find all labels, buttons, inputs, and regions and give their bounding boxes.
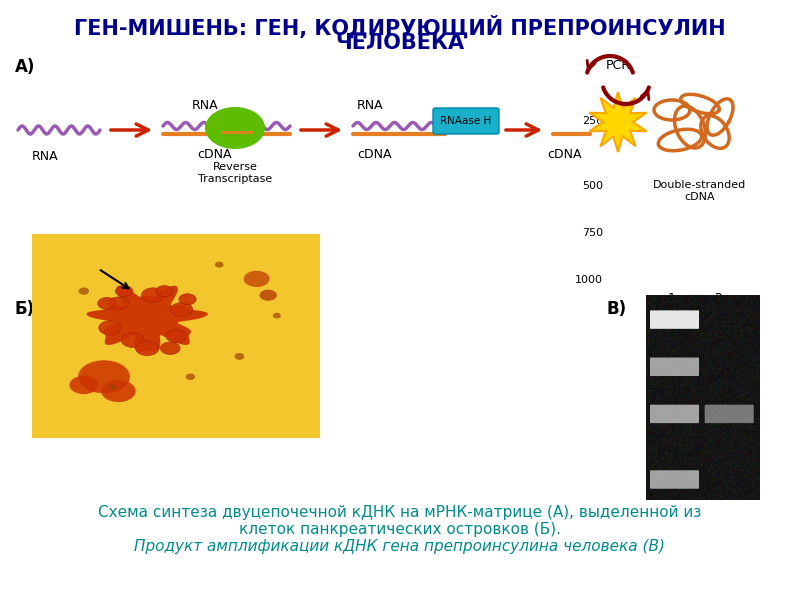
Text: RNA: RNA <box>357 99 383 112</box>
Text: Reverse
Transcriptase: Reverse Transcriptase <box>198 162 272 184</box>
Ellipse shape <box>259 290 277 301</box>
Text: cDNA: cDNA <box>198 148 232 161</box>
Ellipse shape <box>78 360 130 394</box>
Text: Схема синтеза двуцепочечной кДНК на мРНК-матрице (А), выделенной из: Схема синтеза двуцепочечной кДНК на мРНК… <box>98 505 702 520</box>
Text: 500: 500 <box>582 181 603 191</box>
Text: PCR: PCR <box>606 59 630 72</box>
Ellipse shape <box>244 271 270 287</box>
Polygon shape <box>86 286 208 352</box>
Ellipse shape <box>122 333 144 347</box>
Text: В): В) <box>607 300 627 318</box>
FancyBboxPatch shape <box>433 108 499 134</box>
Text: RNA: RNA <box>32 150 58 163</box>
Ellipse shape <box>101 380 136 402</box>
Ellipse shape <box>136 341 158 356</box>
Ellipse shape <box>115 286 133 296</box>
FancyBboxPatch shape <box>705 404 754 423</box>
Ellipse shape <box>234 353 244 360</box>
Text: 1: 1 <box>668 292 676 305</box>
FancyBboxPatch shape <box>650 404 699 423</box>
FancyBboxPatch shape <box>650 310 699 329</box>
Text: А): А) <box>15 58 35 76</box>
Ellipse shape <box>108 384 117 390</box>
Ellipse shape <box>108 297 129 310</box>
FancyBboxPatch shape <box>650 470 699 489</box>
Ellipse shape <box>215 262 223 268</box>
Ellipse shape <box>273 313 281 319</box>
Ellipse shape <box>98 298 116 309</box>
Text: 250: 250 <box>582 115 603 125</box>
Ellipse shape <box>166 329 186 343</box>
Text: Продукт амплификации кДНК гена препроинсулина человека (В): Продукт амплификации кДНК гена препроинс… <box>134 539 666 554</box>
Ellipse shape <box>99 321 121 335</box>
Ellipse shape <box>161 342 180 355</box>
Text: Double-stranded
cDNA: Double-stranded cDNA <box>654 180 746 202</box>
Ellipse shape <box>78 287 89 295</box>
FancyBboxPatch shape <box>650 358 699 376</box>
Polygon shape <box>590 92 646 152</box>
Text: ГЕН-МИШЕНЬ: ГЕН, КОДИРУЮЩИЙ ПРЕПРОИНСУЛИН: ГЕН-МИШЕНЬ: ГЕН, КОДИРУЮЩИЙ ПРЕПРОИНСУЛИ… <box>74 15 726 38</box>
Ellipse shape <box>171 302 193 316</box>
Text: RNAase H: RNAase H <box>440 116 492 126</box>
Text: клеток панкреатических островков (Б).: клеток панкреатических островков (Б). <box>239 522 561 537</box>
Text: 2: 2 <box>714 292 722 305</box>
Text: 1000: 1000 <box>575 275 603 286</box>
Text: cDNA: cDNA <box>548 148 582 161</box>
Ellipse shape <box>156 286 173 296</box>
Text: RNA: RNA <box>192 99 218 112</box>
Ellipse shape <box>205 107 265 149</box>
Text: cDNA: cDNA <box>358 148 392 161</box>
Ellipse shape <box>186 374 195 380</box>
Ellipse shape <box>179 294 196 305</box>
Text: Б): Б) <box>15 300 35 318</box>
Ellipse shape <box>142 288 165 302</box>
Ellipse shape <box>70 376 98 394</box>
Text: 750: 750 <box>582 228 603 238</box>
Text: ЧЕЛОВЕКА: ЧЕЛОВЕКА <box>335 33 465 53</box>
